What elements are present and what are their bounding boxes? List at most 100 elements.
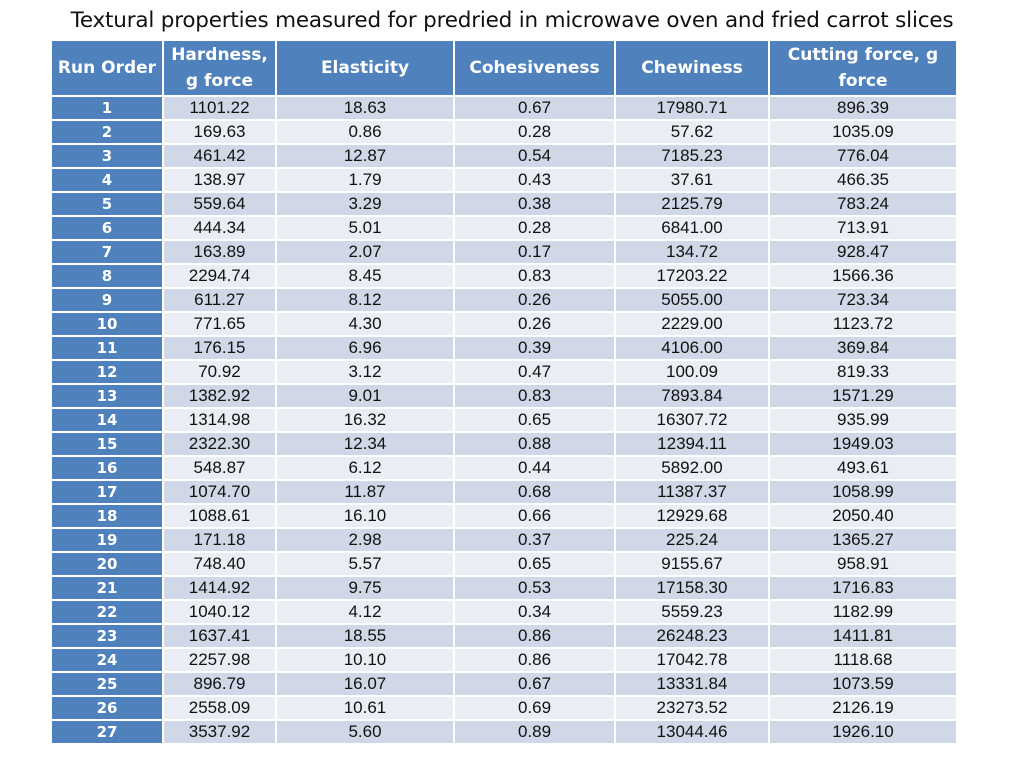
cell-chewiness: 5559.23 xyxy=(616,601,770,625)
cell-run-order: 19 xyxy=(52,529,164,553)
table-row: 1 1101.22 18.63 0.67 17980.71 896.39 xyxy=(52,97,956,121)
cell-cohesiveness: 0.66 xyxy=(455,505,616,529)
table-row: 24 2257.98 10.10 0.86 17042.78 1118.68 xyxy=(52,649,956,673)
cell-cohesiveness: 0.83 xyxy=(455,265,616,289)
cell-hardness: 1088.61 xyxy=(164,505,277,529)
cell-hardness: 896.79 xyxy=(164,673,277,697)
cell-cutting-force: 1118.68 xyxy=(770,649,956,673)
cell-hardness: 1314.98 xyxy=(164,409,277,433)
table-row: 21 1414.92 9.75 0.53 17158.30 1716.83 xyxy=(52,577,956,601)
cell-run-order: 12 xyxy=(52,361,164,385)
cell-elasticity: 6.96 xyxy=(277,337,455,361)
cell-hardness: 176.15 xyxy=(164,337,277,361)
cell-run-order: 25 xyxy=(52,673,164,697)
cell-chewiness: 26248.23 xyxy=(616,625,770,649)
cell-cutting-force: 776.04 xyxy=(770,145,956,169)
cell-cohesiveness: 0.28 xyxy=(455,121,616,145)
cell-hardness: 1074.70 xyxy=(164,481,277,505)
cell-elasticity: 16.10 xyxy=(277,505,455,529)
cell-elasticity: 16.32 xyxy=(277,409,455,433)
table-row: 6 444.34 5.01 0.28 6841.00 713.91 xyxy=(52,217,956,241)
cell-hardness: 169.63 xyxy=(164,121,277,145)
table-row: 22 1040.12 4.12 0.34 5559.23 1182.99 xyxy=(52,601,956,625)
cell-cohesiveness: 0.68 xyxy=(455,481,616,505)
cell-cohesiveness: 0.44 xyxy=(455,457,616,481)
texture-table: Run Order Hardness, g force Elasticity C… xyxy=(52,41,956,745)
cell-hardness: 1414.92 xyxy=(164,577,277,601)
cell-cohesiveness: 0.65 xyxy=(455,409,616,433)
cell-chewiness: 5055.00 xyxy=(616,289,770,313)
cell-hardness: 163.89 xyxy=(164,241,277,265)
cell-elasticity: 9.75 xyxy=(277,577,455,601)
table-row: 17 1074.70 11.87 0.68 11387.37 1058.99 xyxy=(52,481,956,505)
cell-hardness: 461.42 xyxy=(164,145,277,169)
header-hardness: Hardness, g force xyxy=(164,41,277,97)
table-row: 5 559.64 3.29 0.38 2125.79 783.24 xyxy=(52,193,956,217)
cell-hardness: 444.34 xyxy=(164,217,277,241)
cell-hardness: 1101.22 xyxy=(164,97,277,121)
table-row: 23 1637.41 18.55 0.86 26248.23 1411.81 xyxy=(52,625,956,649)
cell-cutting-force: 2050.40 xyxy=(770,505,956,529)
cell-cutting-force: 783.24 xyxy=(770,193,956,217)
page-title: Textural properties measured for predrie… xyxy=(70,8,954,33)
cell-cutting-force: 1365.27 xyxy=(770,529,956,553)
cell-cutting-force: 819.33 xyxy=(770,361,956,385)
table-row: 18 1088.61 16.10 0.66 12929.68 2050.40 xyxy=(52,505,956,529)
cell-elasticity: 5.01 xyxy=(277,217,455,241)
table-row: 4 138.97 1.79 0.43 37.61 466.35 xyxy=(52,169,956,193)
cell-hardness: 138.97 xyxy=(164,169,277,193)
cell-cohesiveness: 0.37 xyxy=(455,529,616,553)
cell-cutting-force: 713.91 xyxy=(770,217,956,241)
cell-run-order: 5 xyxy=(52,193,164,217)
cell-hardness: 2294.74 xyxy=(164,265,277,289)
cell-cohesiveness: 0.17 xyxy=(455,241,616,265)
cell-cutting-force: 935.99 xyxy=(770,409,956,433)
cell-chewiness: 9155.67 xyxy=(616,553,770,577)
table-row: 25 896.79 16.07 0.67 13331.84 1073.59 xyxy=(52,673,956,697)
cell-run-order: 20 xyxy=(52,553,164,577)
table-row: 27 3537.92 5.60 0.89 13044.46 1926.10 xyxy=(52,721,956,745)
cell-cohesiveness: 0.34 xyxy=(455,601,616,625)
cell-elasticity: 3.12 xyxy=(277,361,455,385)
cell-chewiness: 37.61 xyxy=(616,169,770,193)
cell-cohesiveness: 0.69 xyxy=(455,697,616,721)
cell-cutting-force: 2126.19 xyxy=(770,697,956,721)
table-row: 2 169.63 0.86 0.28 57.62 1035.09 xyxy=(52,121,956,145)
cell-cohesiveness: 0.26 xyxy=(455,289,616,313)
cell-elasticity: 4.12 xyxy=(277,601,455,625)
cell-run-order: 13 xyxy=(52,385,164,409)
cell-run-order: 26 xyxy=(52,697,164,721)
cell-hardness: 70.92 xyxy=(164,361,277,385)
table-row: 20 748.40 5.57 0.65 9155.67 958.91 xyxy=(52,553,956,577)
cell-hardness: 1637.41 xyxy=(164,625,277,649)
header-elasticity: Elasticity xyxy=(277,41,455,97)
cell-elasticity: 4.30 xyxy=(277,313,455,337)
cell-cohesiveness: 0.26 xyxy=(455,313,616,337)
header-run-order: Run Order xyxy=(52,41,164,97)
cell-run-order: 21 xyxy=(52,577,164,601)
cell-cutting-force: 1571.29 xyxy=(770,385,956,409)
cell-elasticity: 1.79 xyxy=(277,169,455,193)
table-row: 11 176.15 6.96 0.39 4106.00 369.84 xyxy=(52,337,956,361)
cell-chewiness: 100.09 xyxy=(616,361,770,385)
cell-cohesiveness: 0.86 xyxy=(455,649,616,673)
cell-chewiness: 5892.00 xyxy=(616,457,770,481)
cell-cutting-force: 1566.36 xyxy=(770,265,956,289)
cell-elasticity: 6.12 xyxy=(277,457,455,481)
cell-elasticity: 11.87 xyxy=(277,481,455,505)
cell-chewiness: 6841.00 xyxy=(616,217,770,241)
cell-hardness: 2257.98 xyxy=(164,649,277,673)
cell-elasticity: 3.29 xyxy=(277,193,455,217)
cell-cohesiveness: 0.54 xyxy=(455,145,616,169)
cell-run-order: 9 xyxy=(52,289,164,313)
table-body: 1 1101.22 18.63 0.67 17980.71 896.39 2 169.63 0.… xyxy=(52,97,956,745)
cell-run-order: 22 xyxy=(52,601,164,625)
cell-cohesiveness: 0.83 xyxy=(455,385,616,409)
cell-cohesiveness: 0.53 xyxy=(455,577,616,601)
cell-run-order: 2 xyxy=(52,121,164,145)
cell-cohesiveness: 0.67 xyxy=(455,673,616,697)
cell-hardness: 611.27 xyxy=(164,289,277,313)
cell-chewiness: 7185.23 xyxy=(616,145,770,169)
cell-cutting-force: 1035.09 xyxy=(770,121,956,145)
header-cutting-force: Cutting force, g force xyxy=(770,41,956,97)
